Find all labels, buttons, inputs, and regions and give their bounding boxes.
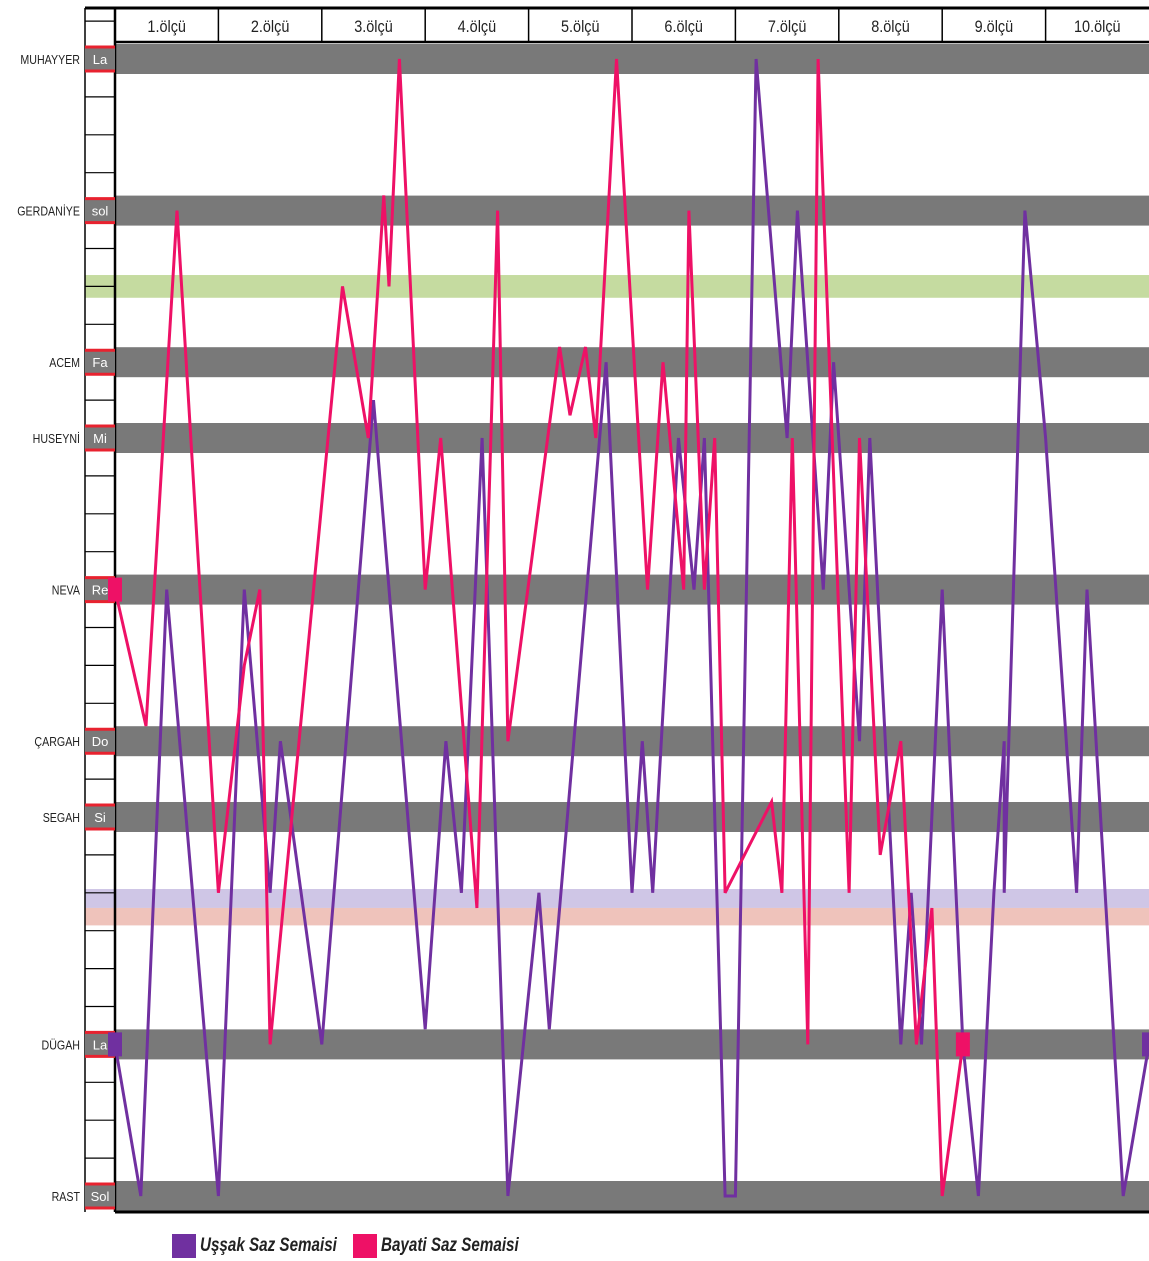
note-box-8	[85, 1184, 115, 1208]
bayati-end-marker	[955, 1032, 970, 1057]
legend-item-ussak: Uşşak Saz Semaisi	[172, 1234, 343, 1258]
makam-band-7	[115, 1029, 1149, 1060]
measure-label-8: 9.ölçü	[975, 18, 1014, 36]
makam-label-7: DÜGAH	[42, 1037, 80, 1052]
legend-label-bayati: Bayati Saz Semaisi	[381, 1235, 519, 1256]
measure-label-7: 8.ölçü	[871, 18, 910, 36]
makam-band-4	[115, 574, 1149, 605]
highlight-band-1	[85, 889, 1149, 908]
makam-label-4: NEVA	[52, 583, 80, 598]
measure-label-3: 4.ölçü	[458, 18, 497, 36]
note-box-2	[85, 350, 115, 375]
note-label-7: La	[93, 1037, 108, 1052]
makam-label-6: SEGAH	[43, 810, 80, 825]
makam-band-3	[115, 423, 1149, 453]
makam-label-2: ACEM	[49, 355, 80, 370]
highlight-band-0	[85, 275, 1149, 298]
note-box-1	[85, 198, 115, 223]
legend-item-bayati: Bayati Saz Semaisi	[353, 1234, 553, 1258]
bayati-start-marker	[108, 577, 122, 602]
makam-band-1	[115, 195, 1149, 226]
makam-label-0: MUHAYYER	[20, 52, 80, 67]
note-label-1: sol	[92, 204, 109, 219]
measure-label-5: 6.ölçü	[664, 18, 703, 36]
note-label-0: La	[93, 52, 108, 67]
note-box-3	[85, 426, 115, 450]
legend-label-ussak: Uşşak Saz Semaisi	[200, 1235, 337, 1256]
ussak-start-marker	[108, 1032, 122, 1057]
makam-band-5	[115, 726, 1149, 757]
series-line-0	[113, 58, 1149, 1198]
makam-label-3: HUSEYNİ	[33, 431, 80, 446]
makam-label-8: RAST	[52, 1189, 80, 1204]
note-label-3: Mi	[93, 431, 107, 446]
measure-label-4: 5.ölçü	[561, 18, 600, 36]
makam-band-2	[115, 347, 1149, 378]
makam-label-1: GERDANİYE	[17, 204, 80, 219]
note-box-5	[85, 729, 115, 754]
legend: Uşşak Saz Semaisi Bayati Saz Semaisi	[172, 1231, 553, 1261]
measure-label-2: 3.ölçü	[354, 18, 393, 36]
note-label-5: Do	[92, 734, 109, 749]
note-label-8: Sol	[91, 1189, 110, 1204]
legend-swatch-bayati	[353, 1234, 378, 1258]
legend-swatch-ussak	[172, 1234, 196, 1258]
chart-svg: La MUHAYYER sol GERDANİYE Fa ACEM Mi HUSEYNİ Re N…	[17, 6, 1149, 1214]
note-box-6	[85, 805, 115, 829]
makam-band-0	[115, 44, 1149, 74]
highlight-band-2	[85, 907, 1149, 926]
measure-label-0: 1.ölçü	[147, 18, 186, 36]
note-label-4: Re	[92, 583, 109, 598]
series-line-1	[113, 58, 965, 1197]
makam-band-8	[115, 1181, 1149, 1211]
measure-label-1: 2.ölçü	[251, 18, 290, 36]
measure-label-6: 7.ölçü	[768, 18, 807, 36]
makam-label-5: ÇARGAH	[34, 734, 80, 749]
measure-label-9: 10.ölçü	[1074, 18, 1121, 36]
ussak-end-marker	[1142, 1032, 1149, 1057]
note-label-2: Fa	[92, 355, 108, 370]
makam-band-6	[115, 802, 1149, 832]
note-label-6: Si	[94, 810, 106, 825]
note-box-0	[85, 47, 115, 71]
